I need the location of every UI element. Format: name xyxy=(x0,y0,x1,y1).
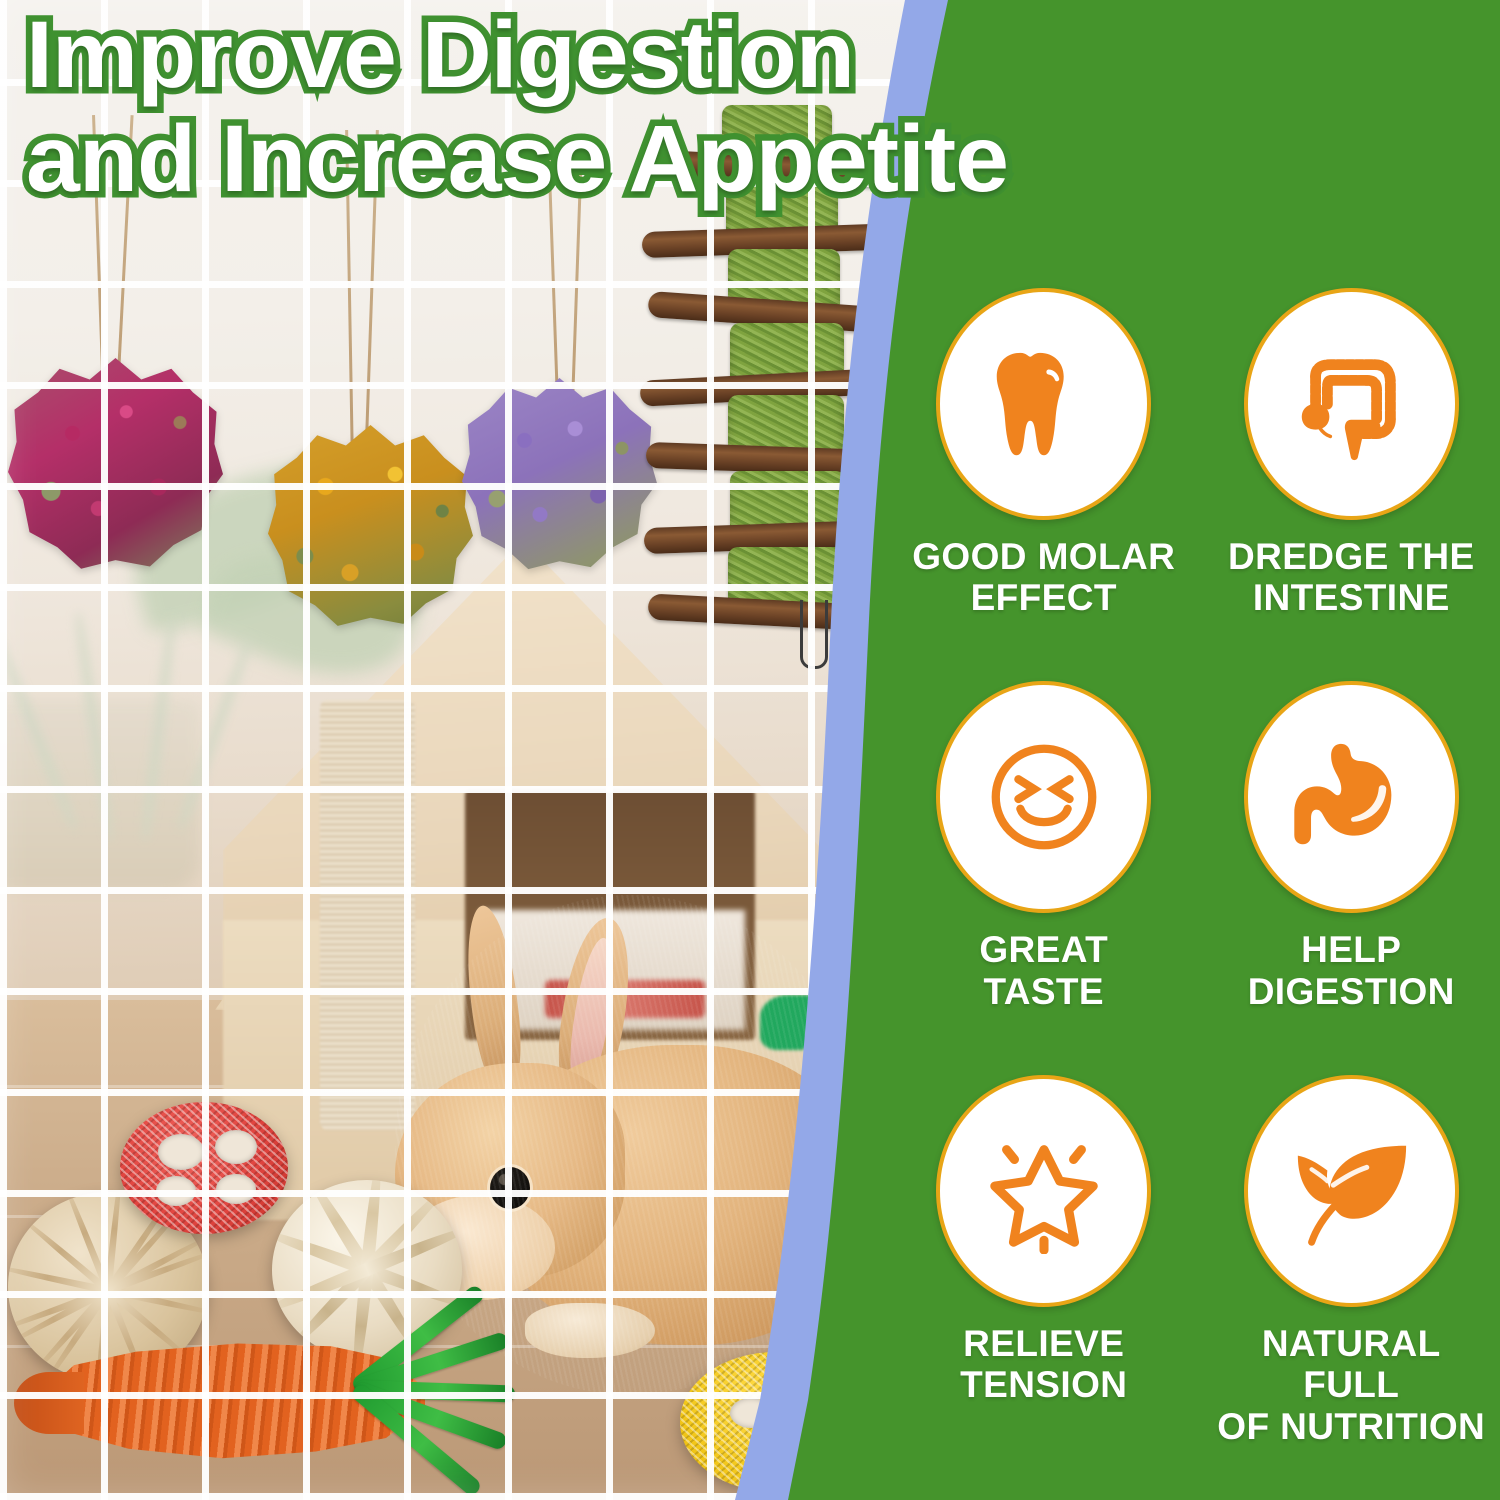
feature-label: GREAT TASTE xyxy=(979,929,1109,1012)
feature-badge xyxy=(936,681,1152,914)
smiley-icon xyxy=(991,744,1097,850)
stomach-icon xyxy=(1294,744,1392,845)
feature-item-dredge-the-intestine[interactable]: DREDGE THE INTESTINE xyxy=(1213,288,1491,671)
feature-item-great-taste[interactable]: GREAT TASTE xyxy=(905,681,1183,1064)
leaf-icon xyxy=(1298,1145,1407,1246)
feature-badge xyxy=(936,1074,1152,1307)
star-icon xyxy=(990,1144,1098,1254)
feature-item-natural-full-of-nutrition[interactable]: NATURAL FULL OF NUTRITION xyxy=(1213,1074,1491,1458)
feature-label: HELP DIGESTION xyxy=(1247,929,1455,1012)
feature-label: DREDGE THE INTESTINE xyxy=(1227,536,1475,619)
feature-label: RELIEVE TENSION xyxy=(960,1322,1128,1406)
feature-label: NATURAL FULL OF NUTRITION xyxy=(1217,1322,1486,1447)
feature-item-relieve-tension[interactable]: RELIEVE TENSION xyxy=(905,1074,1183,1458)
feature-badge xyxy=(1243,681,1459,914)
feature-badge xyxy=(1243,1074,1459,1307)
tooth-icon xyxy=(996,352,1064,456)
feature-badge xyxy=(1243,288,1459,520)
headline-line-2: and Increase Appetite xyxy=(19,105,1015,213)
feature-label: GOOD MOLAR EFFECT xyxy=(912,536,1176,619)
intestine-icon xyxy=(1302,359,1397,461)
headline: Improve Digestion and Increase Appetite xyxy=(19,1,1156,213)
feature-grid: GOOD MOLAR EFFECT xyxy=(905,288,1490,1458)
feature-item-help-digestion[interactable]: HELP DIGESTION xyxy=(1213,681,1491,1064)
headline-line-1: Improve Digestion xyxy=(19,1,861,109)
feature-badge xyxy=(936,288,1152,520)
feature-item-good-molar-effect[interactable]: GOOD MOLAR EFFECT xyxy=(905,288,1183,671)
